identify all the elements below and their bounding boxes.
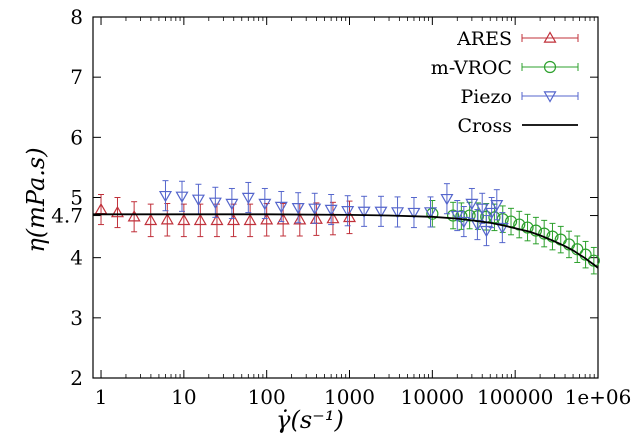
piezo-point [440,193,454,206]
ares-point [193,213,207,226]
x-tick-label: 10 [171,385,196,409]
x-axis-label: γ̇(s⁻¹) [276,406,344,434]
y-tick-label: 6 [70,125,83,149]
x-tick-label: 1000 [324,385,375,409]
piezo-point [357,206,371,219]
piezo-point [241,192,255,205]
legend: ARES m-VROC Piezo Cross [431,28,579,137]
plot-frame [92,16,599,379]
legend-marker-piezo [543,91,557,103]
ares-point [210,213,224,226]
m-vroc-point [521,221,534,234]
piezo-point [407,207,421,220]
legend-marker-ares [543,31,557,43]
piezo-point [158,190,173,203]
ares-point [227,213,241,226]
m-vroc-point [529,224,543,237]
m-vroc-point [538,227,551,240]
piezo-point [485,207,499,220]
piezo-point [490,199,504,212]
ares-point [160,213,174,225]
piezo-point [274,201,288,214]
ares-point [110,205,125,218]
piezo-point [225,198,239,211]
ares-point [243,213,257,226]
ares-point [144,213,158,226]
piezo-point [191,194,205,207]
piezo-point [479,225,493,238]
x-tick-label: 100 [248,385,286,409]
legend-label-piezo: Piezo [460,86,512,108]
ares-point [276,213,290,225]
m-vroc-point [446,209,460,222]
piezo-point [175,191,189,204]
piezo-point [495,222,509,235]
y-axis-label: η(mPa.s) [22,147,50,252]
piezo-point [341,206,355,218]
cross-line [93,213,599,269]
legend-label-ares: ARES [456,28,512,50]
ares-point [293,213,307,225]
y-tick-label: 8 [70,5,83,29]
ares-point [177,213,191,226]
ares-point [260,213,274,225]
legend-label-m-vroc: m-VROC [431,57,512,79]
piezo-point [308,203,322,216]
x-tick-label: 1e+06 [565,385,631,409]
piezo-point [475,203,489,216]
legend-label-cross: Cross [457,115,512,137]
x-tick-label: 1 [95,385,108,409]
piezo-point [208,197,222,210]
piezo-point [374,206,388,219]
piezo-point [457,216,471,229]
axes-layer: 1 10 100 1000 10000 100000 1e+06 2 3 4 4.75 6 7 8 [51,5,631,409]
piezo-point [450,210,464,223]
piezo-series [158,180,509,247]
piezo-point [324,204,338,217]
piezo-point [291,203,305,215]
ares-point [326,211,340,224]
y-tick-label: 7 [70,65,83,89]
y-tick-label: 4 [70,246,83,270]
legend-marker-m-vroc [543,60,557,74]
piezo-point [423,207,438,219]
x-tick-label: 10000 [401,385,465,409]
piezo-point [465,198,479,211]
series-layer [93,180,600,275]
ares-point [127,210,141,222]
y-tick-label: 3 [70,306,83,330]
y-tick-label: 4.7 [51,204,83,228]
m-vroc-point [546,230,559,243]
y-tick-label: 5 [70,186,83,210]
x-tick-label: 100000 [477,385,553,409]
piezo-point [258,198,272,211]
y-tick-label: 2 [70,366,83,390]
ares-point [342,210,357,223]
piezo-point [391,207,405,219]
